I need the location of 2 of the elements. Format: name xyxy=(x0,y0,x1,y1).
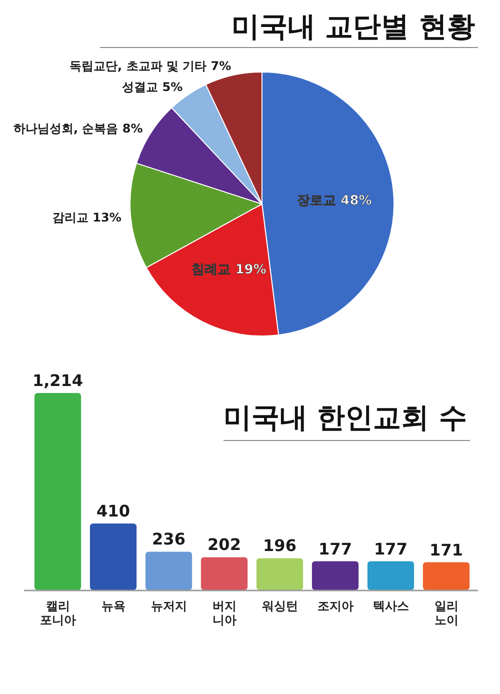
title: 미국내 한인교회 수 xyxy=(224,401,467,434)
title: 미국내 교단별 현황 xyxy=(232,10,475,43)
